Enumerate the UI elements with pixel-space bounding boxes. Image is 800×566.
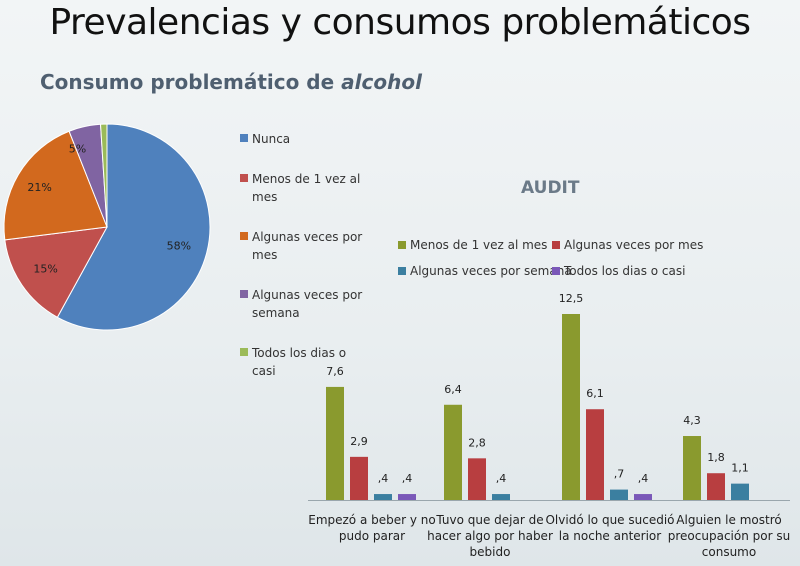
- bar: [444, 404, 462, 500]
- pie-slice-label: 15%: [33, 263, 57, 276]
- legend-swatch: [552, 241, 560, 249]
- bar-value-label: 2,8: [468, 436, 486, 449]
- pie-slice-label: 1%: [95, 110, 112, 113]
- pie-title-prefix: Consumo problemático de: [40, 70, 342, 94]
- pie-slice-label: 5%: [69, 143, 86, 156]
- pie-slice: [4, 226, 108, 318]
- pie-slice-label: 21%: [27, 181, 51, 194]
- bar-value-label: ,7: [614, 468, 625, 481]
- bar-value-label: 6,4: [444, 383, 462, 396]
- bar: [492, 494, 510, 500]
- pie-slice: [56, 123, 211, 331]
- bar-legend-label: Algunas veces por semana: [410, 264, 572, 278]
- pie-chart: 58% 15% 21% 5% 1%: [3, 110, 211, 331]
- legend-swatch: [240, 232, 248, 240]
- legend-swatch: [240, 348, 248, 356]
- category-label: Alguien le mostró preocupación por su co…: [667, 513, 791, 559]
- category-label: Olvidó lo que sucedió la noche anterior: [545, 513, 675, 543]
- bar-value-label: 2,9: [350, 435, 368, 448]
- bar-value-label: ,4: [378, 472, 389, 485]
- bar-value-label: ,4: [402, 472, 413, 485]
- pie-slice-label: 58%: [167, 239, 191, 252]
- bar: [731, 483, 749, 500]
- legend-swatch: [240, 134, 248, 142]
- pie-legend-item: Todos los dias o casi: [240, 344, 370, 380]
- pie-legend-label: Nunca: [252, 132, 291, 146]
- bar: [562, 314, 580, 500]
- pie-legend-item: Menos de 1 vez al mes: [240, 170, 370, 206]
- bar-value-label: 7,6: [326, 365, 344, 378]
- bar: [326, 386, 344, 500]
- pie-legend-item: Nunca: [240, 130, 370, 148]
- pie-slice: [3, 130, 108, 241]
- bar: [350, 456, 368, 500]
- bar: [634, 494, 652, 500]
- pie-legend: Nunca Menos de 1 vez al mes Algunas veces …: [240, 130, 370, 380]
- bar: [707, 473, 725, 500]
- bar-value-label: ,4: [638, 472, 649, 485]
- bar-chart-title: AUDIT: [521, 178, 580, 198]
- bar-legend-label: Todos los dias o casi: [564, 264, 686, 278]
- pie-legend-item: Algunas veces por semana: [240, 286, 370, 322]
- bar-value-label: 6,1: [586, 387, 604, 400]
- pie-legend-label: Todos los dias o casi: [252, 346, 347, 378]
- bar-legend-label: Menos de 1 vez al mes: [410, 238, 548, 252]
- category-label: Tuvo que dejar de hacer algo por haber b…: [427, 513, 553, 559]
- category-label: Empezó a beber y no pudo parar: [308, 513, 436, 543]
- pie-legend-item: Algunas veces por mes: [240, 228, 370, 264]
- bar-legend-item: Algunas veces por semana: [398, 264, 572, 278]
- bar-value-label: 12,5: [559, 292, 584, 305]
- bar: [610, 489, 628, 500]
- bar: [468, 458, 486, 500]
- bar-value-label: 4,3: [683, 414, 701, 427]
- legend-swatch: [240, 290, 248, 298]
- pie-chart-title: Consumo problemático de alcohol: [40, 70, 422, 94]
- bar-legend-item: Algunas veces por mes: [552, 238, 703, 252]
- bar: [683, 436, 701, 500]
- bar: [374, 494, 392, 500]
- bar-legend-item: Todos los dias o casi: [552, 264, 685, 278]
- bar: [586, 409, 604, 500]
- bar: [398, 494, 416, 500]
- legend-swatch: [552, 267, 560, 275]
- bar-legend-item: Menos de 1 vez al mes: [398, 238, 547, 252]
- pie-legend-label: Algunas veces por semana: [252, 288, 363, 320]
- pie-legend-label: Menos de 1 vez al mes: [252, 172, 361, 204]
- bar-value-label: 1,1: [731, 462, 749, 475]
- bar-value-label: ,4: [496, 472, 507, 485]
- pie-slice: [100, 123, 108, 228]
- pie-legend-label: Algunas veces por mes: [252, 230, 363, 262]
- slide-title: Prevalencias y consumos problemáticos: [49, 2, 751, 43]
- legend-swatch: [398, 241, 406, 249]
- bar-value-label: 1,8: [707, 451, 725, 464]
- legend-swatch: [240, 174, 248, 182]
- pie-title-emphasis: alcohol: [341, 70, 422, 94]
- legend-swatch: [398, 267, 406, 275]
- bar-legend-label: Algunas veces por mes: [564, 238, 704, 252]
